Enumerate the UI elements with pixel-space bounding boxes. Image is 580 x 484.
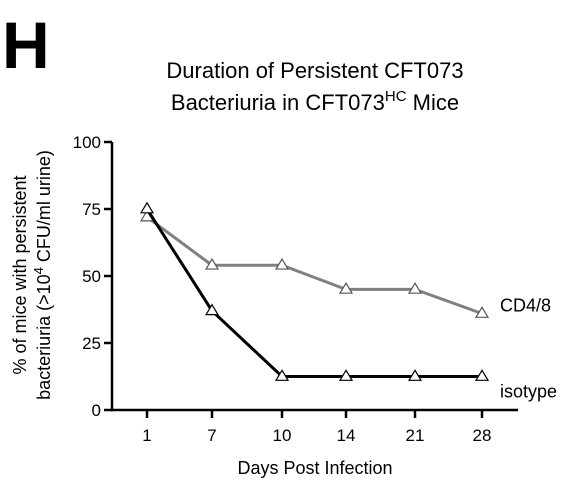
y-axis-label-line1: % of mice with persistent [10,175,30,374]
y-tick-label-75: 75 [82,200,101,219]
x-tick-label-10: 10 [273,426,292,445]
panel-letter: H [2,8,50,82]
x-tick-label-7: 7 [207,426,216,445]
data-point-isotype-28 [474,369,490,381]
axes: 0 25 50 75 100 1 7 10 14 21 28 [73,133,518,445]
data-point-isotype-1 [139,201,155,214]
data-point-cd4-8-10 [274,257,290,270]
x-axis-label: Days Post Infection [237,458,392,478]
x-tick-label-28: 28 [473,426,492,445]
data-point-cd4-8-28 [474,306,490,318]
chart-title-line2: Bacteriuria in CFT073HC Mice [171,88,459,115]
y-tick-label-50: 50 [82,267,101,286]
series-label-cd4-8: CD4/8 [500,296,551,316]
plot-area: CD4/8 isotype [139,201,557,402]
x-tick-label-1: 1 [142,426,151,445]
x-tick-label-21: 21 [406,426,425,445]
data-point-cd4-8-7 [204,257,220,270]
data-point-cd4-8-21 [407,282,423,294]
data-point-isotype-7 [204,303,220,316]
data-point-isotype-14 [338,369,354,381]
series-label-isotype: isotype [500,382,557,402]
x-tick-label-14: 14 [337,426,356,445]
chart-title-line1: Duration of Persistent CFT073 [166,58,463,83]
y-tick-label-100: 100 [73,133,101,152]
data-point-isotype-21 [407,369,423,381]
data-point-isotype-10 [274,369,290,381]
y-axis-label: % of mice with persistent bacteriuria (>… [10,150,54,400]
data-point-cd4-8-14 [338,282,354,294]
y-tick-label-25: 25 [82,334,101,353]
y-tick-label-0: 0 [92,401,101,420]
y-axis-label-line2: bacteriuria (>104 CFU/ml urine) [31,150,54,400]
series-line-cd4-8 [146,215,483,315]
series-line-isotype [145,208,482,378]
